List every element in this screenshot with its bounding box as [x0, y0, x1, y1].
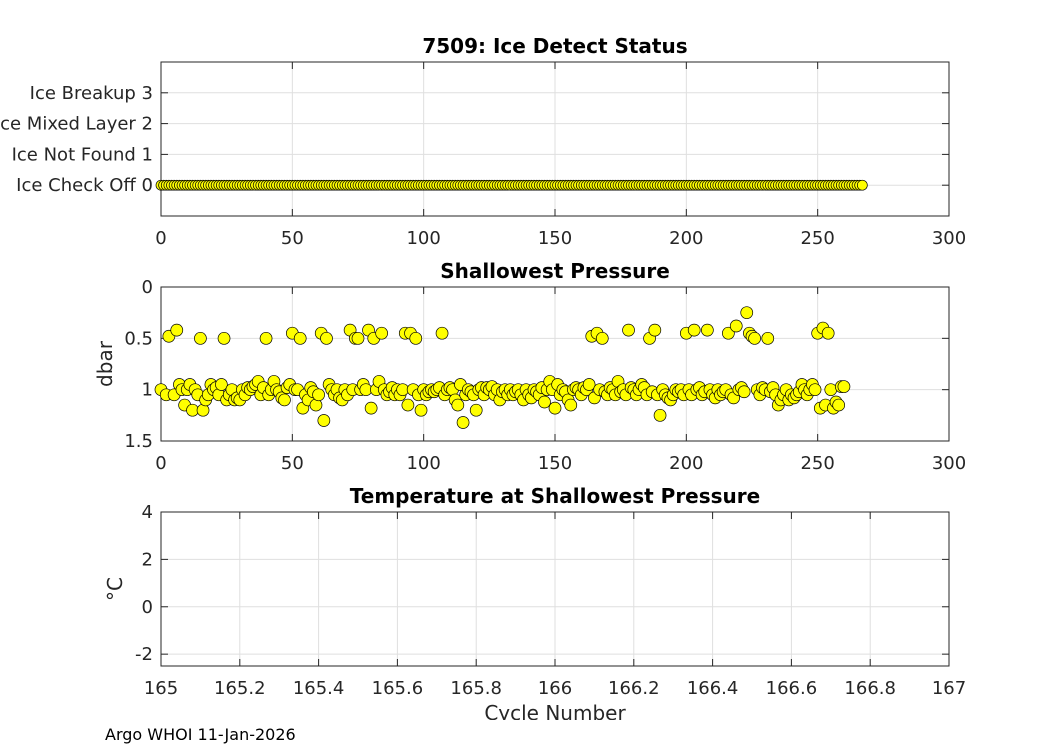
data-point	[722, 326, 735, 340]
data-point	[832, 398, 846, 412]
data-point	[582, 378, 596, 391]
chart-title: Temperature at Shallowest Pressure	[350, 484, 760, 508]
data-point	[364, 401, 378, 415]
data-point	[469, 403, 483, 417]
x-tick-label: 200	[669, 453, 703, 474]
data-point	[821, 326, 835, 340]
x-tick-label: 166.4	[687, 678, 739, 699]
x-tick-label: 250	[800, 453, 834, 474]
y-tick-label: 1.5	[124, 431, 153, 452]
x-tick-label: 165.4	[293, 678, 345, 699]
data-point	[194, 331, 207, 345]
data-point	[648, 323, 662, 337]
data-point	[548, 401, 562, 415]
y-tick-label: 0.5	[124, 328, 153, 349]
y-tick-label: 4	[142, 502, 153, 523]
data-point	[538, 395, 551, 409]
x-tick-label: 150	[538, 228, 572, 249]
data-point	[451, 398, 465, 412]
data-point	[414, 403, 428, 417]
x-tick-label: 165	[144, 678, 178, 699]
data-point	[401, 398, 415, 412]
y-tick-label: Ice Mixed Layer 2	[0, 114, 153, 135]
data-point	[761, 331, 775, 345]
y-axis-label: °C	[103, 577, 127, 601]
x-tick-label: 200	[669, 228, 703, 249]
data-point	[375, 326, 388, 340]
data-point	[456, 416, 470, 429]
axes-frame	[160, 61, 950, 217]
footer-credit: Argo WHOI 11-Jan-2026	[105, 725, 296, 744]
x-tick-label: 100	[406, 453, 440, 474]
data-point	[622, 323, 635, 337]
data-point	[729, 319, 743, 333]
axes-frame	[160, 286, 950, 442]
x-tick-label: 50	[281, 228, 304, 249]
x-tick-label: 166	[538, 678, 572, 699]
x-tick-label: 300	[932, 228, 966, 249]
data-point	[312, 388, 325, 402]
x-tick-label: 250	[800, 228, 834, 249]
x-tick-label: 150	[538, 453, 572, 474]
data-point	[740, 306, 754, 320]
y-tick-label: 0	[142, 597, 153, 618]
x-tick-label: 0	[155, 453, 166, 474]
y-tick-label: Ice Check Off 0	[16, 175, 153, 196]
x-tick-label: 0	[155, 228, 166, 249]
data-point	[435, 326, 449, 340]
x-tick-label: 166.8	[844, 678, 896, 699]
data-point	[748, 331, 761, 345]
x-tick-label: 166.6	[766, 678, 818, 699]
data-point	[259, 331, 273, 345]
chart-title: 7509: Ice Detect Status	[422, 34, 687, 58]
data-point	[317, 414, 331, 427]
data-point	[293, 331, 307, 345]
x-axis-label: Cycle Number	[484, 701, 626, 720]
data-point	[700, 323, 714, 337]
y-tick-label: 2	[142, 549, 153, 570]
x-tick-label: 100	[406, 228, 440, 249]
chart-title: Shallowest Pressure	[440, 259, 670, 283]
data-point	[564, 398, 578, 412]
y-axis-label: dbar	[93, 340, 117, 387]
data-point	[320, 331, 333, 345]
x-tick-label: 300	[932, 453, 966, 474]
data-point	[824, 383, 838, 397]
y-tick-label: Ice Not Found 1	[12, 144, 153, 165]
y-tick-label: 1	[142, 380, 153, 401]
axes-frame	[160, 511, 950, 667]
x-tick-label: 165.6	[372, 678, 424, 699]
ice-status-axes: 0 50 100 150 200 250 300 Ice Check Off 0 Ice Not…	[0, 34, 966, 249]
x-tick-label: 165.2	[214, 678, 266, 699]
data-point	[856, 179, 868, 191]
data-point	[737, 385, 751, 399]
x-tick-label: 166.2	[608, 678, 660, 699]
data-point	[351, 331, 365, 345]
data-point	[653, 408, 667, 422]
data-point	[215, 378, 228, 391]
data-point	[595, 331, 609, 345]
data-point	[687, 323, 701, 337]
data-point	[170, 323, 184, 337]
temperature-axes: 165 165.2 165.4 165.6 165.8 166 166.2 166.4 166.…	[103, 484, 966, 725]
x-tick-label: 50	[281, 453, 304, 474]
shallowest-pressure-axes: 0 50 100 150 200 250 300 0 0.5 1 1.5 Shallowest Pre…	[93, 259, 966, 474]
data-point	[217, 331, 231, 345]
y-tick-label: -2	[135, 644, 153, 665]
x-tick-label: 167	[932, 678, 966, 699]
data-point	[278, 393, 291, 407]
x-tick-label: 165.8	[450, 678, 502, 699]
data-point	[808, 383, 822, 397]
data-point	[409, 331, 423, 345]
data-point	[837, 380, 851, 393]
y-tick-label: Ice Breakup 3	[30, 83, 153, 104]
y-tick-label: 0	[142, 277, 153, 298]
